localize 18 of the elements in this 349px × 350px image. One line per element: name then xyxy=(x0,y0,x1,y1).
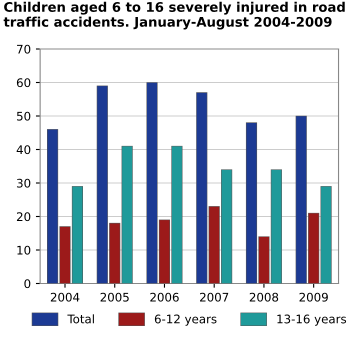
x-tick-label: 2004 xyxy=(50,292,80,302)
legend-label: 13-16 years xyxy=(277,314,346,326)
y-tick-label: 50 xyxy=(16,112,30,121)
y-tick-label: 20 xyxy=(16,212,30,222)
x-tick-label: 2005 xyxy=(100,292,129,302)
chart-title: Children aged 6 to 16 severely injured in road traffic accidents. January-August 2004-2009 xyxy=(4,2,345,30)
legend-label: Total xyxy=(67,314,94,324)
x-tick-label: 2008 xyxy=(250,292,278,302)
y-tick-label: 0 xyxy=(24,279,30,288)
y-tick-label: 70 xyxy=(17,44,30,54)
x-tick-label: 2006 xyxy=(150,292,179,302)
y-tick-label: 40 xyxy=(16,145,30,154)
x-tick-label: 2009 xyxy=(300,292,328,302)
x-tick-label: 2007 xyxy=(200,292,228,302)
y-tick-label: 60 xyxy=(16,78,30,88)
legend-label: 6-12 years xyxy=(154,314,216,326)
y-tick-label: 30 xyxy=(16,178,30,188)
y-tick-label: 10 xyxy=(17,246,30,255)
